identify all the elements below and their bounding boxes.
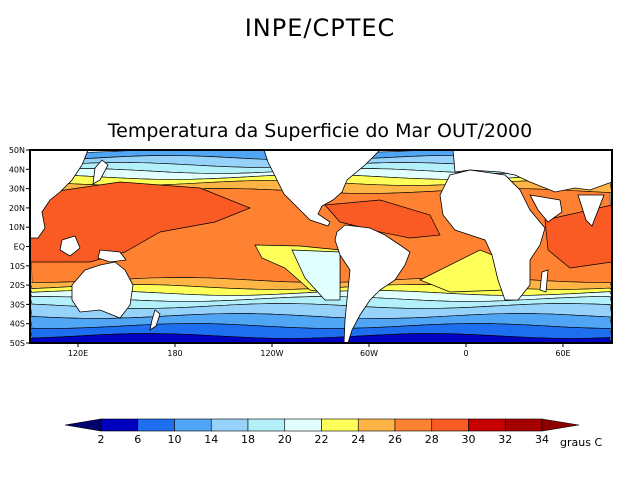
colorbar-label: 34: [535, 433, 549, 446]
lon-label: 120E: [68, 349, 88, 358]
colorbar-box: [137, 418, 175, 432]
north-america-land: [263, 150, 381, 227]
colorbar-box: [210, 418, 249, 432]
lat-label: 10N: [9, 223, 25, 232]
colorbar-box: [284, 418, 322, 432]
indian-warm-contour: [544, 204, 612, 269]
lat-label: 30N: [9, 185, 25, 194]
colorbar-box: [394, 418, 433, 432]
colorbar-label: 14: [204, 433, 218, 446]
japan-land: [92, 159, 109, 185]
lat-label: EQ: [14, 243, 25, 252]
lat-label: 30S: [10, 300, 25, 309]
colorbar-label: 10: [168, 433, 182, 446]
asia-land: [30, 150, 89, 239]
colorbar-label: 32: [498, 433, 512, 446]
cold-tongue-cyan: [291, 249, 341, 301]
lat-label: 20S: [10, 281, 25, 290]
sst-field: [30, 150, 612, 343]
colorbar-box: [174, 418, 212, 432]
madagascar-land: [539, 269, 549, 293]
sst-band: [30, 333, 612, 343]
colorbar-label: 30: [462, 433, 476, 446]
map-title: Temperatura da Superficie do Mar OUT/200…: [107, 120, 533, 142]
colorbar-label: 22: [315, 433, 329, 446]
page-title: INPE/CPTEC: [244, 14, 396, 42]
arabia-land: [529, 194, 563, 223]
colorbar-box: [468, 418, 506, 432]
lat-label: 40N: [9, 165, 25, 174]
colorbar-label: 20: [278, 433, 292, 446]
colorbar-max-arrow: [541, 418, 580, 432]
colorbar-box: [431, 418, 469, 432]
lat-label: 40S: [10, 320, 25, 329]
colorbar-box: [247, 418, 286, 432]
africa-land: [439, 169, 546, 301]
lon-label: 180: [167, 349, 182, 358]
colorbar-min-arrow: [64, 418, 102, 432]
colorbar-box: [321, 418, 359, 432]
south-america-land: [334, 224, 411, 343]
new-zealand-land: [149, 309, 161, 331]
lon-label: 60E: [555, 349, 570, 358]
colorbar-box: [100, 418, 139, 432]
colorbar-label: 28: [425, 433, 439, 446]
colorbar-unit: graus C: [560, 436, 602, 449]
colorbar-label: 6: [134, 433, 141, 446]
lat-label: 50N: [9, 146, 25, 155]
new-guinea-land: [97, 249, 127, 263]
colorbar-box: [504, 418, 543, 432]
colorbar-box: [357, 418, 396, 432]
lat-label: 10S: [10, 262, 25, 271]
warm-pool-contour: [30, 181, 251, 263]
colorbar-label: 2: [98, 433, 105, 446]
lon-label: 60W: [360, 349, 378, 358]
atlantic-warm-contour: [324, 199, 441, 239]
lon-label: 0: [463, 349, 468, 358]
colorbar-label: 24: [351, 433, 365, 446]
lon-label: 120W: [260, 349, 283, 358]
australia-land: [71, 261, 134, 319]
lat-label: 50S: [10, 339, 25, 348]
lat-label: 20N: [9, 204, 25, 213]
colorbar-label: 18: [241, 433, 255, 446]
land: [30, 150, 612, 343]
borneo-land: [59, 235, 81, 257]
colorbar-label: 26: [388, 433, 402, 446]
india-land: [577, 194, 605, 227]
